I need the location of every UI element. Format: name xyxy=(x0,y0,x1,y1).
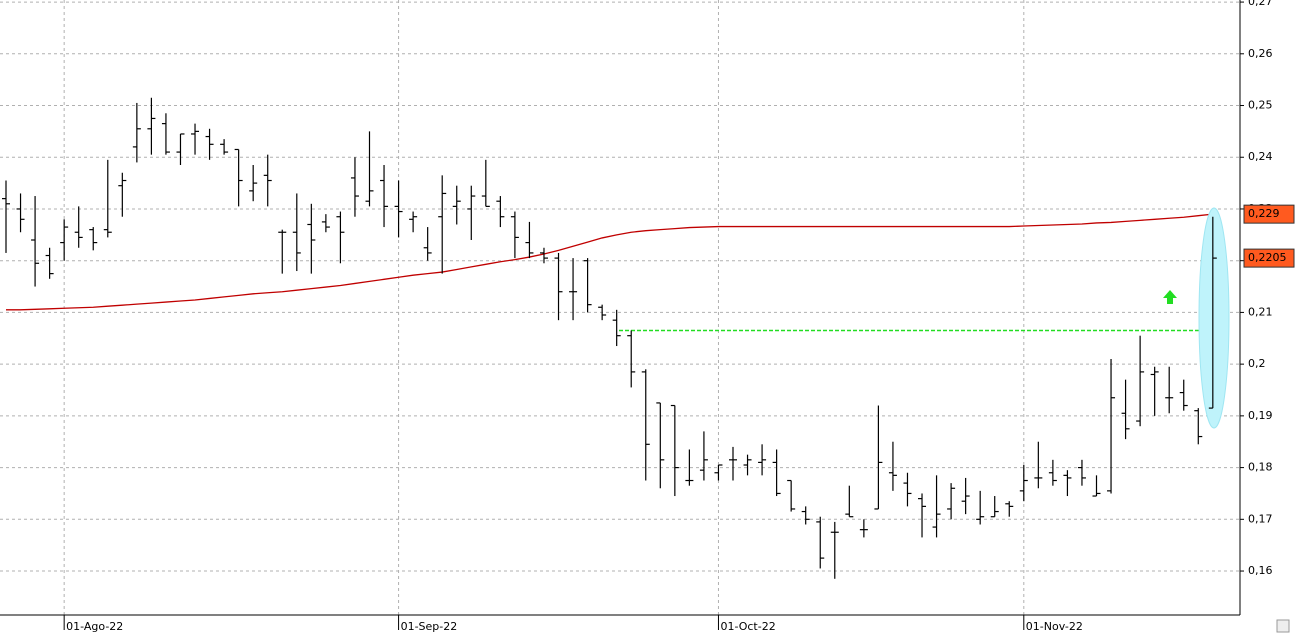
last-value-label: 0,2205 xyxy=(1248,251,1287,264)
y-tick-label: 0,21 xyxy=(1248,305,1273,318)
y-tick-label: 0,2 xyxy=(1248,357,1266,370)
y-tick-label: 0,27 xyxy=(1248,0,1273,8)
last-value-box xyxy=(1243,248,1295,268)
x-tick-label: 01-Oct-22 xyxy=(720,620,775,633)
y-tick-label: 0,16 xyxy=(1248,564,1273,577)
y-tick-label: 0,25 xyxy=(1248,99,1273,112)
x-tick-label: 01-Ago-22 xyxy=(66,620,123,633)
up-arrow xyxy=(1163,290,1177,304)
x-tick-label: 01-Sep-22 xyxy=(401,620,458,633)
last-value-box xyxy=(1243,204,1295,224)
y-tick-label: 0,18 xyxy=(1248,461,1273,474)
y-tick-label: 0,19 xyxy=(1248,409,1273,422)
corner-icon xyxy=(1276,619,1290,633)
y-tick-label: 0,17 xyxy=(1248,512,1273,525)
moving-average-line xyxy=(6,213,1213,311)
y-tick-label: 0,26 xyxy=(1248,47,1273,60)
x-tick-label: 01-Nov-22 xyxy=(1026,620,1083,633)
highlight-ellipse xyxy=(1198,207,1230,429)
y-tick-label: 0,24 xyxy=(1248,150,1273,163)
last-value-label: 0,229 xyxy=(1248,207,1280,220)
